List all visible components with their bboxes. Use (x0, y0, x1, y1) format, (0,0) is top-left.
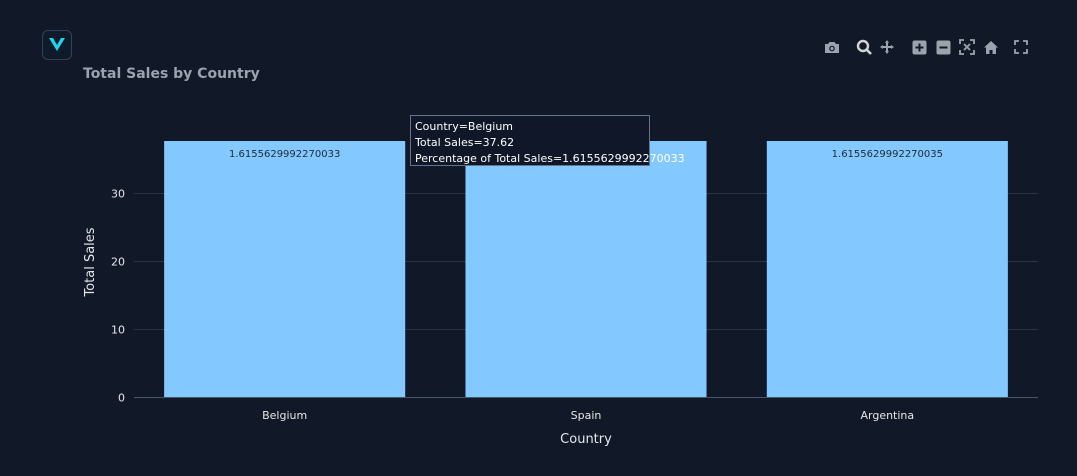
modebar (820, 38, 1030, 56)
chart-title: Total Sales by Country (83, 66, 260, 82)
camera-icon[interactable] (823, 38, 841, 56)
zoom-icon[interactable] (855, 38, 873, 56)
hover-tooltip: Country=Belgium Total Sales=37.62 Percen… (410, 115, 685, 166)
bar-data-label: 1.6155629992270035 (832, 149, 943, 160)
bar-argentina[interactable] (766, 141, 1008, 397)
y-tick-label: 0 (118, 392, 125, 405)
zoom-in-icon[interactable] (910, 38, 928, 56)
x-axis-label: Country (560, 432, 612, 447)
bar-belgium[interactable] (164, 141, 406, 397)
bar-spain[interactable] (465, 141, 707, 397)
y-axis-label: Total Sales (83, 227, 98, 297)
tooltip-line-country: Country=Belgium (415, 120, 514, 133)
tooltip-line-total-sales: Total Sales=37.62 (415, 136, 515, 149)
x-tick-labels: Belgium Spain Argentina (262, 409, 914, 422)
x-tick-label: Argentina (860, 409, 914, 422)
zoom-out-icon[interactable] (934, 38, 952, 56)
y-tick-label: 20 (111, 256, 125, 269)
y-tick-labels: 0 10 20 30 (111, 188, 125, 405)
pan-icon[interactable] (878, 38, 896, 56)
autoscale-icon[interactable] (958, 38, 976, 56)
y-tick-label: 10 (111, 324, 125, 337)
home-icon[interactable] (982, 38, 1000, 56)
vanna-logo-icon (49, 38, 65, 51)
app-logo (42, 30, 72, 60)
fullscreen-icon[interactable] (1012, 38, 1030, 56)
x-tick-label: Spain (571, 409, 602, 422)
bars: 1.6155629992270033 1.6155629992270035 (164, 141, 1008, 397)
x-tick-label: Belgium (262, 409, 307, 422)
bar-data-label: 1.6155629992270033 (229, 149, 340, 160)
tooltip-line-percentage: Percentage of Total Sales=1.615562999227… (415, 152, 685, 165)
y-tick-label: 30 (111, 188, 125, 201)
